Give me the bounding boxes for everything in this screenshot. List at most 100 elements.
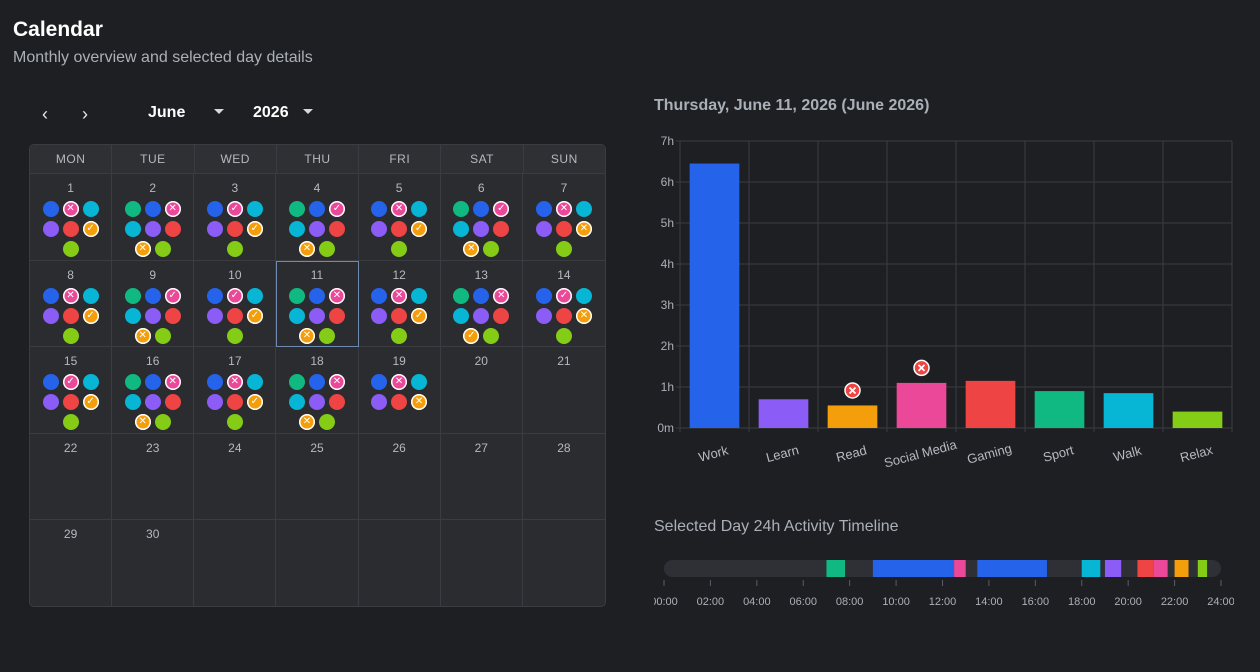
day-number: 11	[310, 267, 324, 282]
calendar-day[interactable]	[276, 520, 359, 606]
pink-activity-dot: ✓	[62, 374, 79, 391]
calendar-day[interactable]	[358, 520, 441, 606]
cyan-activity-dot	[288, 307, 305, 324]
lime-activity-dot	[483, 327, 500, 344]
calendar-day[interactable]: 1 ✕ ✓	[30, 174, 113, 261]
calendar-day[interactable]: 26	[358, 433, 441, 521]
cyan-timeline-segment[interactable]	[1081, 560, 1101, 577]
calendar-day[interactable]: 13 ✕ ✓	[440, 260, 523, 348]
calendar-day[interactable]: 22	[30, 433, 113, 521]
calendar-day[interactable]: 30	[112, 520, 195, 606]
calendar-day[interactable]: 3 ✓ ✓	[194, 174, 277, 261]
calendar-day[interactable]: 20	[440, 347, 523, 434]
lime-activity-dot	[555, 241, 572, 257]
calendar-day[interactable]: 27	[440, 433, 523, 521]
x-tick-label: Learn	[764, 442, 800, 465]
day-number: 23	[146, 440, 160, 455]
year-select[interactable]: 2026	[253, 104, 318, 126]
calendar-day[interactable]	[522, 520, 605, 606]
purple-activity-dot	[308, 221, 325, 237]
y-tick-label: 1h	[661, 380, 674, 394]
day-number: 5	[395, 181, 403, 195]
amber-timeline-segment[interactable]	[1174, 560, 1189, 577]
purple-activity-dot	[206, 221, 223, 237]
pink-activity-dot: ✕	[164, 201, 181, 217]
weekday-header: MON TUE WED THU FRI SAT SUN	[30, 145, 605, 174]
calendar-day[interactable]: 10 ✓ ✓	[194, 260, 277, 348]
check-icon: ✓	[168, 289, 177, 301]
month-select[interactable]: June	[148, 104, 228, 126]
x-tick-label: Sport	[1041, 442, 1075, 465]
calendar-day[interactable]: 12 ✕ ✓	[358, 260, 441, 348]
day-number: 15	[63, 354, 78, 369]
calendar-day[interactable]: 25	[276, 433, 359, 521]
bar-learn[interactable]	[758, 399, 809, 428]
timeline-tick-label: 02:00	[697, 596, 725, 608]
calendar-day[interactable]: 23	[112, 433, 195, 521]
cross-icon: ✕	[332, 289, 342, 301]
bar-walk[interactable]	[1103, 393, 1154, 428]
calendar-day[interactable]: 16 ✕ ✕	[112, 347, 195, 434]
check-icon: ✓	[250, 309, 260, 321]
check-icon: ✓	[86, 396, 95, 408]
calendar-day[interactable]	[440, 520, 523, 606]
purple-activity-dot	[371, 221, 388, 237]
green-activity-dot	[288, 201, 305, 217]
calendar-day[interactable]: 18 ✕ ✕	[276, 347, 359, 434]
check-icon: ✓	[250, 223, 260, 234]
day-number: 29	[63, 527, 78, 542]
lime-timeline-segment[interactable]	[1197, 560, 1208, 577]
prev-month-button[interactable]: ‹	[42, 104, 48, 124]
calendar-day[interactable]: 9 ✓ ✕	[112, 260, 195, 348]
blue-activity-dot	[144, 374, 161, 391]
purple-activity-dot	[144, 307, 161, 324]
calendar-day[interactable]: 28	[522, 434, 605, 521]
lime-activity-dot	[226, 241, 243, 257]
calendar-day[interactable]: 24	[194, 433, 277, 521]
bar-work[interactable]	[689, 163, 740, 429]
next-month-button[interactable]: ›	[82, 104, 88, 124]
calendar-day[interactable]: 11 ✕ ✕	[276, 260, 359, 348]
lime-activity-dot	[318, 327, 335, 344]
bar-social-media[interactable]	[896, 382, 947, 428]
calendar-day[interactable]: 19 ✕ ✕	[358, 347, 441, 434]
calendar-day[interactable]: 14 ✓ ✕	[522, 261, 605, 348]
activity-dots: ✕ ✓	[204, 372, 266, 432]
bar-sport[interactable]	[1034, 391, 1085, 428]
year-select-value: 2026	[253, 104, 289, 121]
bar-relax[interactable]	[1172, 411, 1223, 428]
calendar-day[interactable]: 15 ✓ ✓	[30, 347, 113, 434]
cross-icon: ✕	[467, 243, 476, 254]
calendar-days: 1 ✕ ✓ 2 ✕ ✕ 3 ✓ ✓ 4 ✓ ✕ 5 ✕ ✓ 6 ✓ ✕ 7 ✕ ✕ 8 ✕ ✓ 9 ✓ ✕ 10 ✓ ✓ 11 ✕ ✕ 12 ✕ ✓ 1…	[30, 174, 605, 606]
check-icon: ✓	[230, 203, 240, 214]
red-timeline-segment[interactable]	[1137, 560, 1154, 577]
calendar-day[interactable]: 29	[30, 520, 113, 606]
pink-timeline-segment[interactable]	[1153, 560, 1168, 577]
calendar-day[interactable]: 5 ✕ ✓	[358, 174, 441, 261]
blue-timeline-segment[interactable]	[977, 560, 1047, 577]
activity-dots: ✕ ✕	[368, 372, 430, 412]
bar-read[interactable]	[827, 405, 878, 428]
purple-activity-dot	[535, 307, 552, 324]
green-timeline-segment[interactable]	[826, 560, 846, 577]
cross-icon: ✕	[394, 289, 404, 301]
pink-activity-dot: ✕	[328, 374, 345, 391]
calendar-day[interactable]	[194, 520, 277, 606]
calendar-day[interactable]: 21	[522, 347, 605, 434]
calendar-day[interactable]: 8 ✕ ✓	[30, 260, 113, 348]
check-icon: ✓	[414, 223, 424, 234]
pink-timeline-segment[interactable]	[954, 560, 966, 577]
bar-gaming[interactable]	[965, 380, 1016, 428]
blue-timeline-segment[interactable]	[872, 560, 955, 577]
purple-timeline-segment[interactable]	[1104, 560, 1122, 577]
day-number: 27	[474, 440, 488, 455]
calendar-day[interactable]: 17 ✕ ✓	[194, 347, 277, 434]
cyan-activity-dot	[288, 221, 305, 237]
calendar-day[interactable]: 7 ✕ ✕	[522, 174, 605, 261]
calendar-day[interactable]: 6 ✓ ✕	[440, 174, 523, 261]
amber-activity-dot: ✕	[411, 394, 428, 411]
x-tick-label: Gaming	[965, 441, 1013, 467]
amber-activity-dot: ✓	[82, 307, 99, 324]
calendar-day[interactable]: 4 ✓ ✕	[276, 174, 359, 261]
calendar-day[interactable]: 2 ✕ ✕	[112, 174, 195, 261]
